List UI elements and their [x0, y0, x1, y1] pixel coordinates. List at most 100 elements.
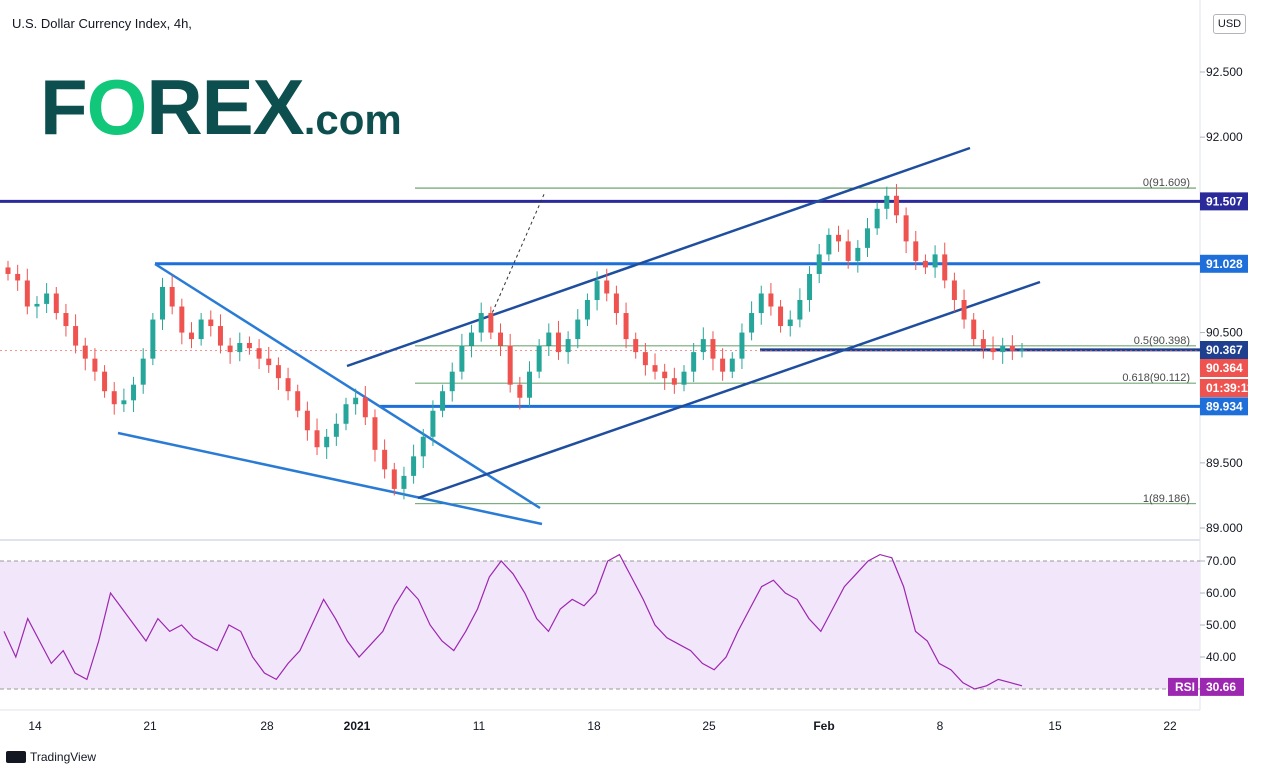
candle-body: [469, 332, 475, 346]
candle-body: [217, 326, 223, 346]
chart-title: U.S. Dollar Currency Index, 4h,: [12, 16, 192, 31]
candle-body: [411, 456, 417, 476]
candle-body: [391, 469, 397, 489]
candle-body: [44, 293, 50, 304]
candle-body: [720, 358, 726, 372]
candle-body: [613, 293, 619, 314]
candle-body: [372, 417, 378, 450]
tradingview-brand[interactable]: TradingView: [6, 750, 96, 764]
candle-body: [304, 410, 310, 431]
candle-body: [188, 332, 194, 340]
fib-level-label: 1(89.186): [1143, 493, 1190, 505]
candle-body: [642, 352, 648, 366]
rsi-tick-label: 40.00: [1206, 650, 1236, 664]
time-tick-label: 14: [28, 719, 42, 733]
fib-level-label: 0.5(90.398): [1134, 335, 1190, 347]
rsi-label: RSI: [1175, 680, 1195, 694]
rsi-value-label: 30.66: [1206, 680, 1236, 694]
candle-body: [478, 313, 484, 333]
currency-button[interactable]: USD: [1213, 14, 1246, 34]
candle-body: [797, 300, 803, 320]
rsi-tick-label: 50.00: [1206, 618, 1236, 632]
candle-body: [652, 365, 658, 372]
time-tick-label: 21: [143, 719, 157, 733]
candle-body: [237, 342, 243, 353]
price-tag-label: 01:39:11: [1206, 381, 1254, 395]
price-tag-label: 90.364: [1206, 361, 1243, 375]
candle-body: [401, 475, 407, 489]
candle-body: [420, 436, 426, 457]
candle-body: [333, 423, 339, 437]
price-tag-box: [1200, 397, 1248, 416]
candle-body: [53, 293, 59, 314]
candle-body: [63, 313, 69, 327]
rsi-value-box: [1200, 677, 1244, 696]
candle-body: [111, 391, 117, 405]
candle-body: [932, 254, 938, 268]
candle-body: [275, 365, 281, 379]
candle-body: [700, 339, 706, 353]
price-tick-label: 92.500: [1206, 65, 1243, 79]
fib-level-label: 0(91.609): [1143, 177, 1190, 189]
candle-body: [903, 215, 909, 242]
logo-letter-f: F: [40, 63, 88, 151]
candle-body: [942, 254, 948, 281]
candle-body: [440, 391, 446, 411]
candle-body: [449, 371, 455, 392]
candle-body: [15, 273, 21, 281]
projection-dashed-line: [489, 191, 546, 319]
rsi-tick-label: 60.00: [1206, 586, 1236, 600]
candle-body: [836, 234, 842, 242]
candle-body: [633, 339, 639, 353]
candle-body: [536, 345, 542, 372]
candle-body: [160, 286, 166, 320]
candle-body: [575, 319, 581, 340]
price-tick-label: 90.500: [1206, 326, 1243, 340]
candle-body: [1000, 345, 1006, 353]
candle-body: [691, 352, 697, 372]
candle-body: [324, 436, 330, 448]
price-tick-label: 89.500: [1206, 456, 1243, 470]
candle-body: [488, 313, 494, 333]
candle-body: [459, 345, 465, 372]
candle-body: [681, 371, 687, 385]
wedge-lower-line: [117, 431, 543, 526]
price-tag-box: [1200, 359, 1248, 377]
candle-body: [555, 332, 561, 353]
rsi-tick-label: 70.00: [1206, 554, 1236, 568]
time-tick-label: 11: [473, 719, 486, 733]
candle-body: [227, 345, 233, 353]
time-tick-label: 8: [937, 719, 944, 733]
candle-body: [787, 319, 793, 327]
tradingview-icon: [6, 751, 26, 763]
candle-body: [285, 378, 291, 392]
time-tick-label: 15: [1048, 719, 1062, 733]
candle-body: [73, 326, 79, 346]
candle-body: [314, 430, 320, 448]
candle-body: [5, 267, 11, 274]
price-tag-label: 91.028: [1206, 257, 1243, 271]
candle-body: [971, 319, 977, 340]
candle-body: [729, 358, 735, 372]
candle-body: [517, 384, 523, 398]
candle-body: [179, 306, 185, 333]
candle-body: [246, 342, 252, 349]
candle-body: [82, 345, 88, 359]
candle-body: [102, 371, 108, 392]
candle-body: [343, 404, 349, 424]
candle-body: [92, 358, 98, 372]
tradingview-label: TradingView: [30, 750, 97, 764]
time-tick-label: 25: [702, 719, 716, 733]
candle-body: [256, 348, 262, 359]
price-tag-label: 91.507: [1206, 194, 1243, 208]
candle-body: [295, 391, 301, 411]
price-tag-label: 89.934: [1206, 399, 1243, 413]
channel-lower-line: [417, 280, 1041, 500]
rsi-series-line: [3, 553, 1023, 690]
price-tag-box: [1200, 192, 1248, 211]
candle-body: [623, 313, 629, 340]
candle-body: [990, 348, 996, 353]
candle-body: [362, 397, 368, 418]
candle-body: [131, 384, 137, 401]
candle-body: [884, 195, 890, 209]
